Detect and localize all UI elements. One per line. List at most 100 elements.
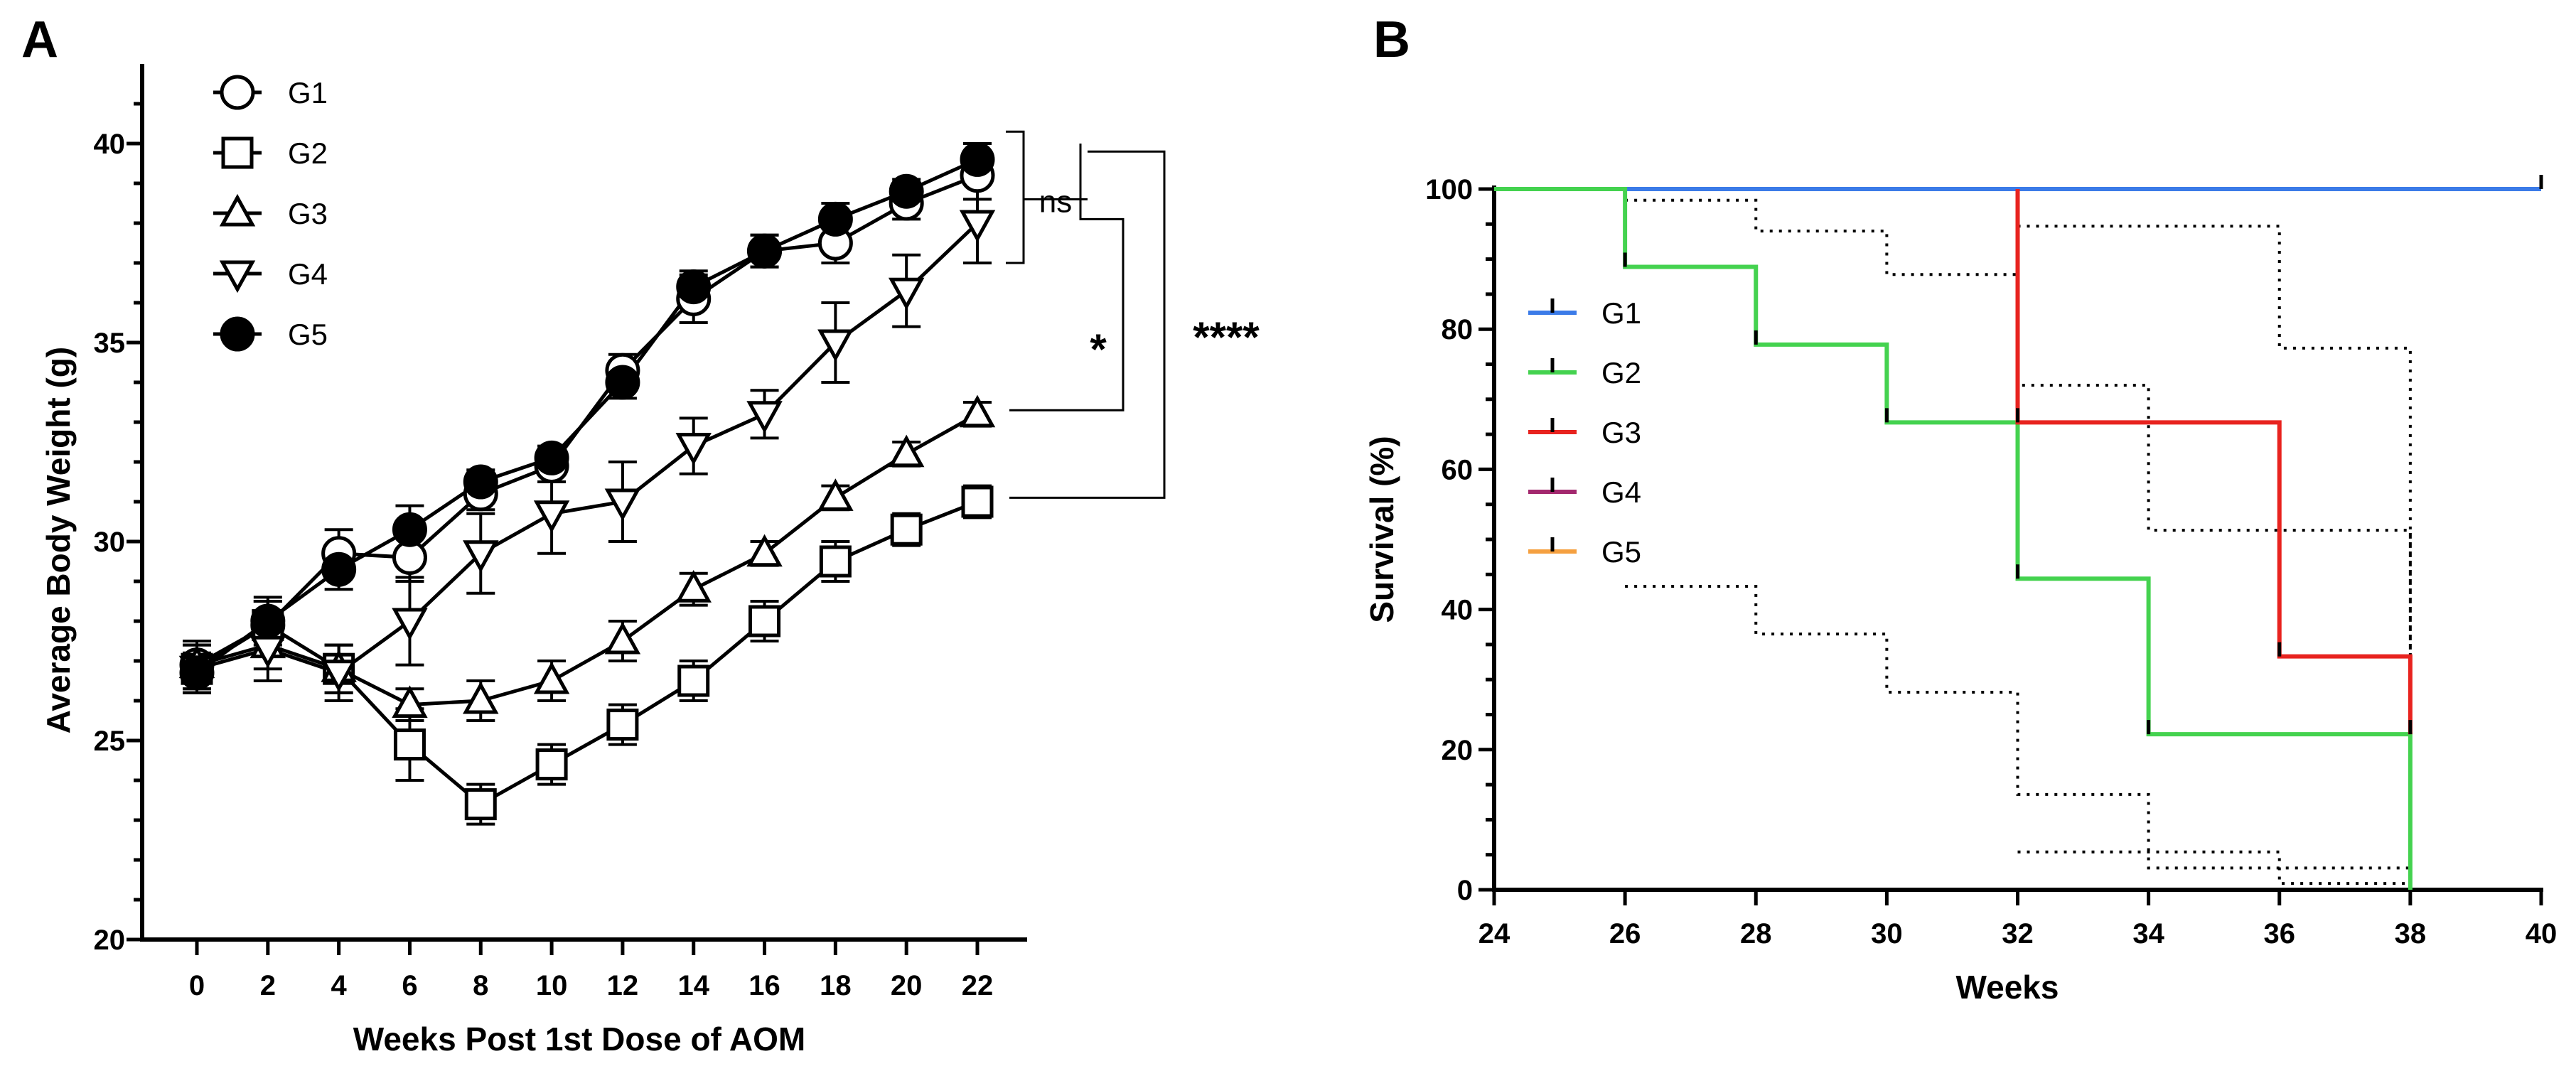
confidence-band-g3-upper [2017, 225, 2412, 890]
legend-label: G1 [1601, 296, 1641, 330]
panel-label-a: A [21, 11, 58, 68]
legend-label: G1 [288, 76, 328, 109]
significance-label-four-star: **** [1193, 313, 1260, 361]
data-point [675, 433, 712, 465]
data-point [677, 664, 710, 697]
series-g3-lines [183, 401, 992, 722]
data-point [675, 570, 712, 603]
data-point [321, 551, 357, 587]
data-point [250, 603, 286, 639]
x-tick-label: 24 [1478, 918, 1510, 949]
data-point [604, 621, 641, 655]
data-point [748, 605, 781, 637]
legend-label: G2 [1601, 356, 1641, 389]
panel-b-y-tick-labels: 0 20 40 60 80 100 [1425, 174, 1473, 906]
data-point [463, 464, 498, 500]
y-tick-label: 40 [1442, 595, 1474, 626]
legend-label: G2 [288, 136, 328, 170]
data-point [890, 513, 923, 546]
legend-label: G4 [1601, 475, 1641, 509]
data-point [464, 788, 497, 821]
data-point [889, 173, 924, 209]
survival-curve-g2 [1494, 187, 2413, 890]
data-point [533, 500, 570, 533]
y-tick-label: 60 [1442, 454, 1474, 485]
y-tick-label: 30 [94, 527, 126, 558]
y-tick-label: 40 [94, 129, 126, 160]
series-g2-lines [183, 484, 992, 826]
y-tick-label: 80 [1442, 314, 1474, 345]
panel-b-legend: G1 G2 G3 G4 G5 [1528, 296, 1641, 569]
x-tick-label: 28 [1740, 918, 1772, 949]
legend-item-g5: G5 [213, 316, 328, 352]
legend-item-g1: G1 [1528, 296, 1641, 330]
data-point [676, 269, 712, 305]
data-point [961, 485, 994, 518]
series-g3-markers [178, 394, 996, 719]
panel-b-axes [1478, 185, 2543, 905]
y-tick-label: 100 [1425, 174, 1473, 205]
survival-curve-g1 [1494, 175, 2543, 191]
legend-item-g2: G2 [1528, 356, 1641, 389]
x-tick-label: 32 [2002, 918, 2034, 949]
x-tick-label: 34 [2132, 918, 2164, 949]
data-point [959, 394, 996, 428]
x-tick-label: 6 [402, 970, 417, 1001]
legend-marker [219, 193, 256, 227]
panel-a-x-tick-labels: 0 2 4 6 8 10 12 14 16 18 20 22 [189, 970, 993, 1001]
data-point [746, 401, 783, 434]
legend-marker [219, 260, 256, 294]
panel-b-x-axis-title: Weeks [1956, 969, 2059, 1006]
x-tick-label: 16 [748, 970, 780, 1001]
data-point [463, 540, 499, 573]
data-point [606, 709, 639, 741]
data-point [535, 748, 568, 781]
x-tick-label: 4 [331, 970, 348, 1001]
x-tick-label: 30 [1871, 918, 1903, 949]
bracket-star [1009, 144, 1125, 411]
legend-marker [220, 316, 255, 352]
data-point [392, 512, 427, 547]
series-line [195, 500, 978, 807]
x-tick-label: 22 [962, 970, 994, 1001]
legend-label: G5 [288, 318, 328, 351]
x-tick-label: 14 [677, 970, 709, 1001]
survival-curve-g3 [2015, 189, 2413, 735]
legend-item-g4: G4 [213, 257, 328, 294]
x-tick-label: 38 [2395, 918, 2427, 949]
data-point [605, 365, 640, 400]
data-point [534, 440, 569, 475]
data-point [392, 685, 428, 719]
x-tick-label: 8 [473, 970, 488, 1001]
series-line [196, 412, 979, 707]
legend-item-g5: G5 [1528, 535, 1641, 569]
data-point [746, 534, 783, 567]
panel-a-legend: G1 G2 G3 G4 G5 [213, 75, 328, 352]
panel-b-confidence-bands [1625, 198, 2412, 890]
panel-b-series [1494, 175, 2543, 890]
significance-label-star: * [1090, 325, 1107, 373]
legend-item-g3: G3 [1528, 416, 1641, 449]
x-tick-label: 36 [2264, 918, 2296, 949]
legend-item-g2: G2 [213, 136, 328, 170]
panel-a-significance-brackets: ns* **** [1006, 130, 1260, 499]
panel-b-y-axis-title: Survival (%) [1363, 436, 1400, 623]
y-tick-label: 20 [94, 925, 126, 956]
data-point [888, 434, 925, 468]
data-point [533, 661, 570, 694]
panel-b-x-tick-labels: 24 26 28 30 32 34 36 38 40 [1478, 918, 2558, 949]
data-point [817, 201, 853, 237]
confidence-band-g2-lower [1625, 585, 2410, 870]
significance-label-ns: ns [1039, 184, 1072, 219]
legend-marker [221, 136, 254, 169]
data-point [959, 210, 996, 243]
data-point [604, 488, 641, 522]
y-tick-label: 25 [94, 726, 126, 757]
x-tick-label: 2 [260, 970, 276, 1001]
legend-item-g4: G4 [1528, 475, 1641, 509]
y-tick-label: 0 [1457, 875, 1473, 906]
x-tick-label: 26 [1609, 918, 1641, 949]
legend-label: G5 [1601, 535, 1641, 569]
